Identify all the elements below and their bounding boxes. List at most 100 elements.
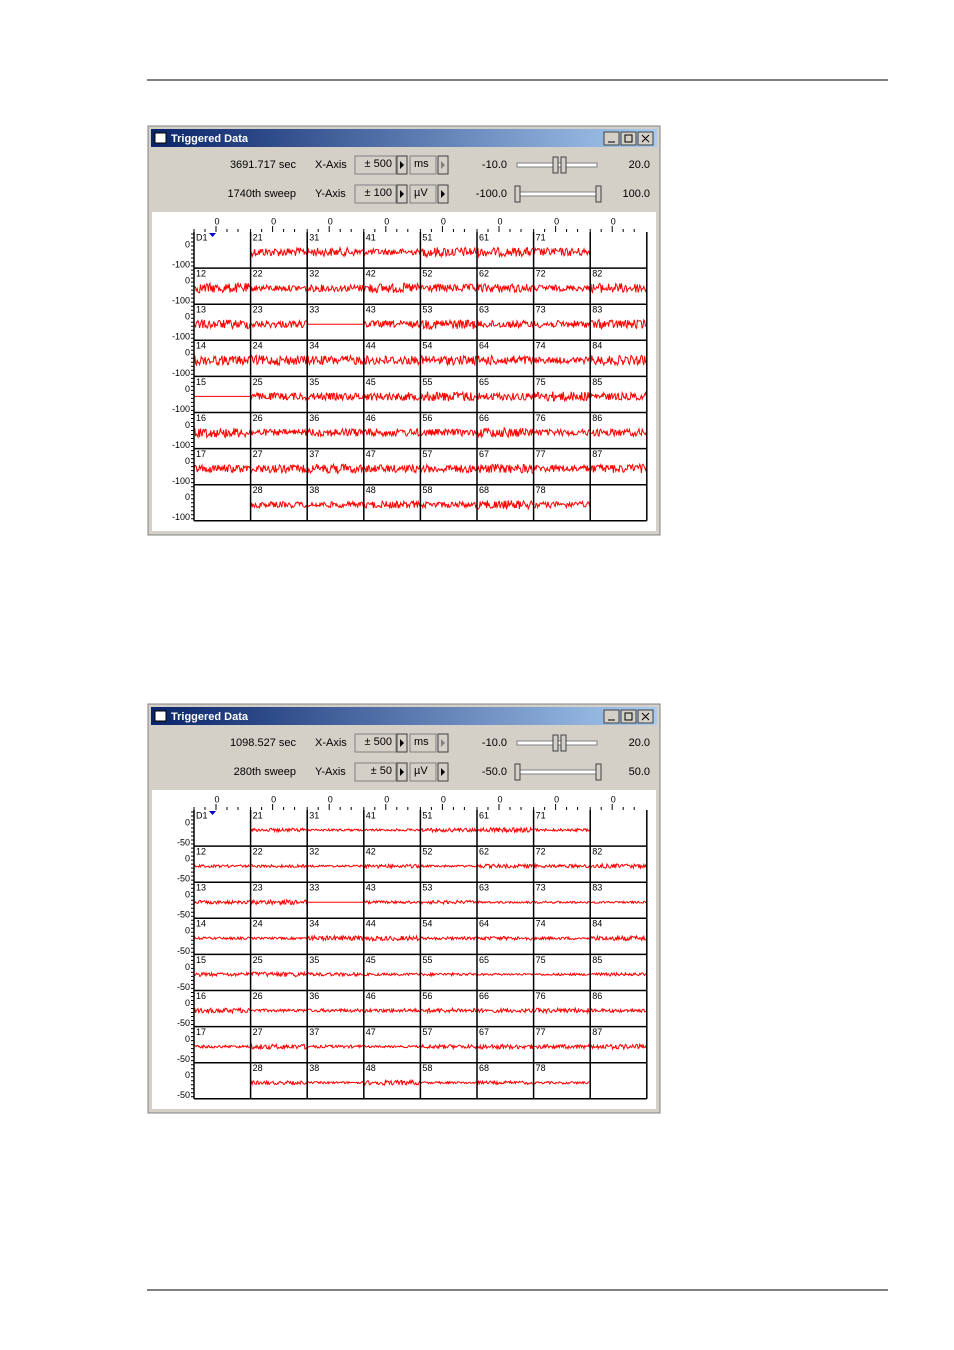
x-tick-marks: [193, 804, 239, 810]
channel-label: 87: [592, 449, 602, 459]
signal-trace: [419, 1042, 477, 1051]
window-icon: [154, 132, 167, 144]
channel-label: 86: [592, 991, 602, 1001]
grid-lines: [193, 810, 648, 1100]
channel-label: 32: [309, 846, 319, 856]
signal-trace: [307, 934, 364, 943]
window-icon: [154, 710, 167, 722]
channel-label: 54: [422, 919, 432, 929]
signal-trace: [363, 862, 421, 870]
signal-trace: [533, 356, 590, 366]
signal-trace: [363, 427, 421, 438]
signal-trace: [533, 1006, 590, 1015]
channel-label: 42: [366, 846, 376, 856]
slider-knob[interactable]: [560, 156, 567, 174]
channel-label: 14: [196, 919, 206, 929]
slider-knob[interactable]: [514, 763, 521, 781]
slider-knob[interactable]: [552, 156, 559, 174]
channel-label: 78: [536, 1063, 546, 1073]
x-tick-marks: [476, 226, 522, 232]
slider-max: 100.0: [622, 188, 650, 200]
channel-label: 31: [309, 232, 319, 242]
range-field[interactable]: [354, 762, 397, 782]
channel-label: 64: [479, 341, 489, 351]
y-tick-label: -50: [177, 946, 190, 956]
signal-trace: [250, 354, 308, 367]
signal-trace: [250, 1079, 307, 1087]
channel-label: 76: [536, 991, 546, 1001]
channel-label: 75: [536, 377, 546, 387]
slider-knob[interactable]: [595, 185, 602, 203]
slider-knob[interactable]: [514, 185, 521, 203]
x-tick-label: 0: [214, 216, 219, 226]
arrow-glyph: [400, 739, 404, 747]
range-field[interactable]: [354, 733, 397, 753]
y-tick-label: 0: [185, 420, 190, 430]
channel-label: 42: [366, 268, 376, 278]
y-tick-label: 0: [185, 853, 190, 863]
y-tick-marks: [191, 486, 194, 520]
range-field[interactable]: [354, 184, 397, 204]
signal-trace: [476, 282, 534, 294]
grid-lines: [193, 232, 648, 522]
minimize-button[interactable]: [603, 709, 620, 724]
unit-value: µV: [414, 765, 428, 777]
info-text: 1098.527 sec: [230, 737, 297, 749]
signal-trace: [193, 899, 251, 906]
axis-label: Y-Axis: [315, 188, 346, 200]
signal-trace: [533, 284, 591, 293]
channel-label: 74: [536, 341, 546, 351]
x-tick-label: 0: [497, 216, 502, 226]
slider-knob[interactable]: [595, 763, 602, 781]
signal-trace: [193, 1006, 251, 1015]
signal-trace: [363, 463, 421, 475]
slider-knob[interactable]: [560, 734, 567, 752]
arrow-glyph: [400, 768, 404, 776]
y-tick-marks: [191, 1028, 194, 1062]
channel-label: 35: [309, 377, 319, 387]
channel-label: 47: [366, 1027, 376, 1037]
channel-label: 27: [253, 449, 263, 459]
signal-trace: [250, 970, 307, 978]
y-tick-label: -50: [177, 910, 190, 920]
signal-trace: [193, 935, 251, 941]
window: Triggered Data 3691.717 sec X-Axis ± 500 ms -…: [147, 125, 661, 536]
signal-trace: [590, 426, 647, 439]
channel-label: 57: [422, 449, 432, 459]
signal-trace: [250, 246, 308, 259]
channel-label: 55: [422, 955, 432, 965]
slider-knob[interactable]: [552, 734, 559, 752]
channel-label: 71: [536, 810, 546, 820]
slider-max: 50.0: [629, 766, 650, 778]
channel-label: 34: [309, 919, 319, 929]
unit-field[interactable]: [409, 762, 437, 782]
slider-track: [516, 769, 598, 775]
channel-label: 15: [196, 377, 206, 387]
channel-label: 23: [253, 883, 263, 893]
y-tick-marks: [191, 414, 194, 447]
channel-label: 31: [309, 810, 319, 820]
signal-trace: [193, 863, 251, 869]
info-text: 3691.717 sec: [230, 159, 297, 171]
signal-trace: [589, 282, 647, 294]
range-field[interactable]: [354, 155, 397, 175]
x-tick-marks: [589, 226, 635, 232]
unit-field[interactable]: [409, 155, 437, 175]
channel-label: 45: [366, 377, 376, 387]
signal-trace: [419, 971, 477, 978]
maximize-button[interactable]: [620, 131, 637, 146]
minimize-button[interactable]: [603, 131, 620, 146]
unit-field[interactable]: [409, 733, 437, 753]
y-tick-label: 0: [185, 312, 190, 322]
slider-min: -10.0: [482, 159, 507, 171]
maximize-button[interactable]: [620, 709, 637, 724]
signal-trace: [533, 391, 591, 403]
signal-trace: [533, 499, 591, 510]
signal-trace: [193, 319, 251, 331]
unit-field[interactable]: [409, 184, 437, 204]
y-tick-label: 0: [185, 384, 190, 394]
signal-trace: [533, 1080, 590, 1086]
y-tick-marks: [191, 811, 194, 845]
channel-label: 24: [253, 919, 263, 929]
signal-trace: [363, 499, 421, 510]
